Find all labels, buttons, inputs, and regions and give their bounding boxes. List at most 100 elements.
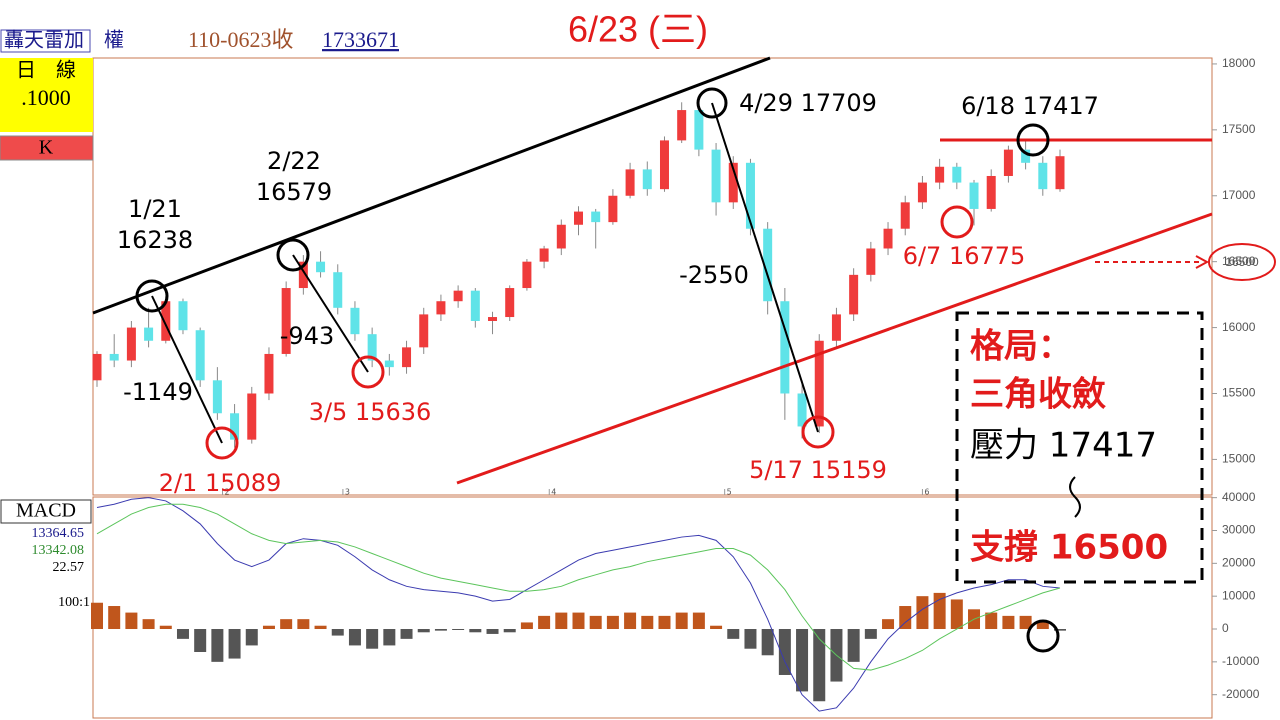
circle — [135, 279, 169, 313]
index-value: 1733671 — [322, 27, 399, 52]
histogram-bar — [710, 625, 723, 630]
candle-body — [212, 380, 222, 414]
summary: 壓力 17417 — [970, 426, 1157, 466]
annotation: 2/1 15089 — [159, 469, 282, 497]
ratio: 100:1 — [58, 595, 90, 610]
histogram-bar — [520, 622, 533, 630]
summary: 格局： — [970, 327, 1072, 367]
candle-body — [384, 360, 394, 368]
histogram-bar — [194, 629, 207, 652]
candle-body — [711, 149, 721, 203]
candle-body — [831, 314, 841, 341]
dif-readout: 13364.65 — [32, 526, 85, 541]
histogram-bar — [864, 629, 877, 639]
summary: 三角收斂 — [970, 375, 1106, 415]
candle-body — [986, 175, 996, 209]
candle-body — [195, 330, 205, 381]
histogram-bar — [1019, 615, 1032, 630]
annotation: 16238 — [117, 226, 193, 254]
y-tick-label: -20000 — [1222, 687, 1260, 701]
candle-body — [745, 162, 755, 229]
candle-body — [969, 182, 979, 209]
candle-body — [608, 195, 618, 223]
arrow-head — [1195, 255, 1210, 269]
histogram-bar — [899, 606, 912, 630]
candle-body — [436, 301, 446, 315]
candle-body — [316, 261, 326, 273]
y-tick-label: 30000 — [1222, 523, 1256, 537]
circle — [801, 415, 835, 449]
candle-body — [591, 211, 601, 223]
index-name: 轟天雷加 權 — [4, 29, 124, 52]
candle-body — [1038, 162, 1048, 190]
y-tick-label: 15000 — [1222, 452, 1256, 466]
candle-body — [247, 393, 257, 440]
drop-line — [292, 254, 369, 373]
histogram-bar — [916, 596, 929, 630]
candle-body — [178, 301, 188, 331]
histogram-bar — [280, 619, 293, 630]
macd-label-box — [0, 499, 92, 524]
candle-body — [814, 340, 824, 427]
chart-title: 6/23 (三) — [568, 9, 708, 50]
annotation: 16579 — [256, 178, 332, 206]
annotation: 2/22 — [267, 147, 321, 175]
candle-body — [298, 261, 308, 289]
histogram-bar — [985, 612, 998, 630]
histogram-bar — [228, 629, 241, 659]
candle-body — [488, 317, 498, 321]
y-tick-label: 16000 — [1222, 320, 1256, 334]
candle-body — [763, 228, 773, 302]
histogram-bar — [641, 615, 654, 630]
histogram-bar — [91, 602, 103, 630]
candle-body — [402, 347, 412, 368]
candle-body — [264, 353, 274, 394]
drop-line — [711, 102, 819, 433]
histogram-bar — [692, 612, 705, 630]
histogram-bar — [366, 629, 379, 649]
overlay — [92, 56, 1276, 653]
histogram-bar — [1002, 615, 1015, 630]
candle-body — [883, 228, 893, 249]
candle-body — [144, 327, 154, 341]
annotation: 6/18 17417 — [961, 92, 1099, 120]
candle-body — [935, 166, 945, 183]
circle — [351, 355, 385, 389]
circle — [1026, 619, 1060, 653]
histogram-bar — [658, 615, 671, 630]
macd-label: MACD — [16, 500, 76, 522]
macd-line — [96, 503, 1061, 671]
marks: 15000 15500 16000 16500 17000 17500 18000 -2000… — [91, 56, 1260, 712]
histogram-bar — [847, 629, 860, 662]
resistance-line — [92, 56, 771, 315]
candle-body — [728, 162, 738, 203]
y-tick-label: 15500 — [1222, 386, 1256, 400]
histogram-bar — [589, 615, 602, 630]
candle-body — [230, 413, 240, 440]
y-tick-label: 10000 — [1222, 588, 1256, 602]
candle-body — [126, 327, 136, 361]
candle-body — [161, 301, 171, 341]
y-tick-label: 40000 — [1222, 490, 1256, 504]
histogram-bar — [383, 629, 396, 646]
candle-body — [281, 288, 291, 354]
candle-body — [539, 248, 549, 262]
candle-body — [642, 169, 652, 190]
month-label: 4 — [551, 488, 556, 497]
candle-body — [367, 334, 377, 361]
support-line — [456, 212, 1213, 485]
y-tick-label: 17500 — [1222, 122, 1256, 136]
y-tick-label: 0 — [1222, 621, 1229, 635]
candle-body — [659, 140, 669, 190]
candle-body — [505, 288, 515, 318]
month-label: 6 — [924, 488, 929, 497]
circle — [276, 238, 310, 272]
candle-body — [350, 307, 360, 335]
candle-body — [1021, 149, 1031, 163]
candle-body — [333, 272, 343, 308]
histogram-bar — [572, 612, 585, 630]
histogram-bar — [538, 615, 551, 630]
macd-readout: 13342.08 — [32, 543, 85, 558]
histogram-bar — [452, 629, 465, 630]
histogram-bar — [882, 619, 895, 630]
